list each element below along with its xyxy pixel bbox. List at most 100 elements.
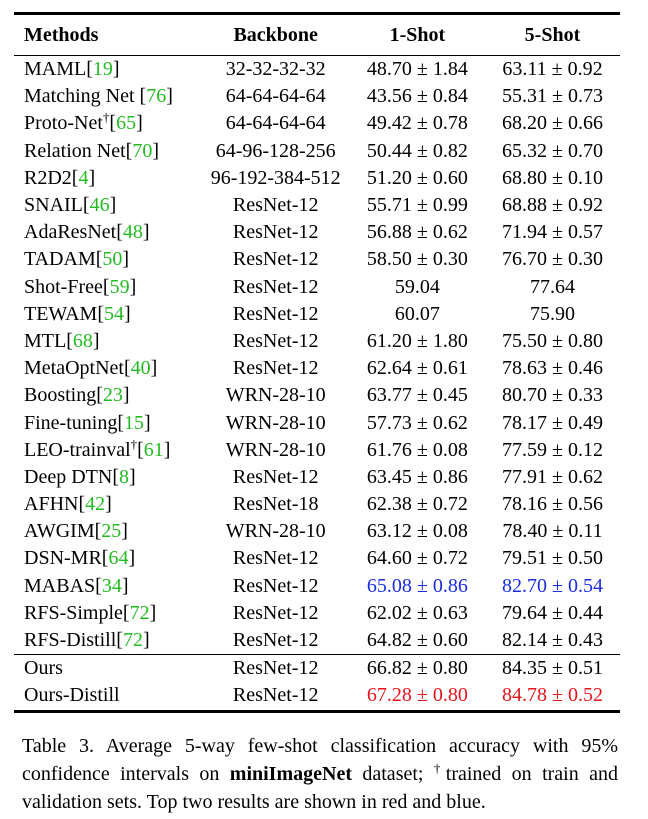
backbone-cell: WRN-28-10 [225, 384, 326, 407]
backbone-cell: ResNet-12 [232, 601, 319, 624]
citation-number[interactable]: 19 [92, 58, 113, 81]
table-row: TADAM[50] ResNet-12 58.50 ± 0.30 76.70 ± 0.… [14, 246, 620, 273]
backbone-cell: 64-64-64-64 [225, 85, 326, 108]
table-row: Fine-tuning[15] WRN-28-10 57.73 ± 0.62 78.1… [14, 409, 620, 436]
citation[interactable]: [64] [101, 547, 136, 570]
citation-number[interactable]: 64 [108, 547, 129, 570]
one-shot-cell: 59.04 [394, 275, 440, 298]
table-row: MAML[19] 32-32-32-32 48.70 ± 1.84 63.11 ± 0… [14, 56, 620, 84]
method-cell: RFS-Distill[72] [14, 627, 202, 655]
one-shot-cell: 67.28 ± 0.80 [349, 682, 485, 713]
citation-number[interactable]: 50 [102, 248, 123, 271]
citation-number[interactable]: 25 [101, 520, 122, 543]
citation-number[interactable]: 34 [101, 574, 122, 597]
citation[interactable]: [50] [95, 248, 130, 271]
five-shot-cell: 68.80 ± 0.10 [501, 166, 603, 189]
citation[interactable]: [40] [123, 357, 158, 380]
five-shot-cell: 78.17 ± 0.49 [501, 411, 603, 434]
table-row: Proto-Net†[65] 64-64-64-64 49.42 ± 0.78 68.… [14, 110, 620, 137]
citation[interactable]: [19] [86, 58, 120, 81]
backbone-cell: ResNet-12 [232, 302, 319, 325]
method-cell: MTL[68] [14, 328, 202, 355]
citation-number[interactable]: 54 [104, 302, 124, 325]
method-name: Boosting [24, 384, 97, 407]
backbone-cell: 64-64-64-64 [225, 112, 326, 135]
citation[interactable]: [68] [66, 329, 100, 352]
citation[interactable]: [72] [116, 629, 150, 652]
citation[interactable]: [42] [78, 493, 112, 516]
table-row: SNAIL[46] ResNet-12 55.71 ± 0.99 68.88 ± 0.… [14, 192, 620, 219]
citation[interactable]: [48] [116, 221, 150, 244]
citation-number[interactable]: 59 [109, 275, 130, 298]
citation-number[interactable]: 68 [72, 329, 93, 352]
citation-number[interactable]: 61 [143, 438, 164, 461]
method-cell: MABAS[34] [14, 573, 202, 600]
one-shot-cell: 56.88 ± 0.62 [366, 221, 468, 244]
method-name: TADAM [24, 248, 96, 271]
citation[interactable]: [76] [139, 85, 173, 108]
table-row: Relation Net[70] 64-96-128-256 50.44 ± 0.8… [14, 138, 620, 165]
citation[interactable]: [4] [71, 166, 96, 189]
backbone-cell: ResNet-12 [232, 629, 319, 652]
citation[interactable]: [59] [102, 275, 137, 298]
method-name: MABAS [24, 574, 96, 597]
five-shot-cell: 63.11 ± 0.92 [502, 58, 603, 81]
method-name: DSN-MR [24, 547, 102, 570]
citation-number[interactable]: 48 [122, 221, 143, 244]
citation-number[interactable]: 65 [116, 112, 137, 135]
five-shot-cell: 77.64 [529, 275, 575, 298]
citation-number[interactable]: 40 [130, 357, 151, 380]
five-shot-cell: 78.16 ± 0.56 [501, 493, 603, 516]
table-row: TEWAM[54] ResNet-12 60.07 75.90 [14, 301, 620, 328]
citation[interactable]: [65] [109, 112, 143, 135]
method-cell: MetaOptNet[40] [14, 355, 202, 382]
method-name: Ours-Distill [24, 684, 120, 707]
citation[interactable]: [70] [125, 139, 159, 162]
citation-number[interactable]: 23 [102, 384, 123, 407]
citation-number[interactable]: 15 [124, 411, 145, 434]
method-cell: R2D2[4] [14, 165, 202, 192]
citation[interactable]: [54] [97, 302, 131, 325]
citation-number[interactable]: 4 [78, 166, 89, 189]
citation[interactable]: [25] [94, 520, 128, 543]
citation-number[interactable]: 46 [89, 194, 110, 217]
table-row: Ours-Distill ResNet-12 67.28 ± 0.80 84.78 ±… [14, 682, 620, 713]
method-cell: TADAM[50] [14, 246, 202, 273]
five-shot-cell: 77.91 ± 0.62 [501, 465, 603, 488]
citation-number[interactable]: 76 [146, 85, 167, 108]
backbone-cell: ResNet-12 [232, 465, 319, 488]
method-name: Ours [24, 657, 63, 680]
five-shot-cell: 65.32 ± 0.70 [501, 139, 603, 162]
citation-number[interactable]: 8 [118, 465, 129, 488]
citation-number[interactable]: 72 [122, 629, 143, 652]
caption-text-3: trained on train and validation sets. To… [22, 763, 619, 813]
table-header-row: Methods Backbone 1-Shot 5-Shot [14, 12, 620, 56]
five-shot-cell: 75.90 [529, 302, 575, 325]
table-row: Ours ResNet-12 66.82 ± 0.80 84.35 ± 0.51 [14, 654, 620, 683]
backbone-cell: WRN-28-10 [225, 520, 326, 543]
citation[interactable]: [46] [82, 194, 117, 217]
one-shot-cell: 62.64 ± 0.61 [366, 357, 468, 380]
method-name: Deep DTN [24, 465, 113, 488]
citation[interactable]: [8] [112, 465, 136, 488]
caption-text-2: dataset; [351, 763, 434, 785]
method-name: MTL [24, 329, 67, 352]
method-name: MetaOptNet [24, 357, 124, 380]
table-row: MABAS[34] ResNet-12 65.08 ± 0.86 82.70 ± 0.… [14, 573, 620, 600]
one-shot-cell: 64.60 ± 0.72 [366, 547, 468, 570]
citation[interactable]: [23] [96, 384, 130, 407]
citation[interactable]: [72] [122, 601, 157, 624]
citation[interactable]: [61] [137, 438, 171, 461]
one-shot-cell: 61.76 ± 0.08 [366, 438, 468, 461]
citation-number[interactable]: 70 [132, 139, 153, 162]
citation[interactable]: [15] [117, 411, 151, 434]
table-row: DSN-MR[64] ResNet-12 64.60 ± 0.72 79.51 ± 0… [14, 545, 620, 572]
citation[interactable]: [34] [95, 574, 129, 597]
citation-number[interactable]: 72 [129, 601, 150, 624]
method-cell: AWGIM[25] [14, 518, 202, 545]
five-shot-cell: 84.78 ± 0.52 [484, 682, 620, 713]
citation-number[interactable]: 42 [85, 493, 106, 516]
five-shot-cell: 75.50 ± 0.80 [501, 329, 603, 352]
dagger-mark: † [130, 436, 138, 452]
backbone-cell: ResNet-12 [201, 654, 350, 683]
